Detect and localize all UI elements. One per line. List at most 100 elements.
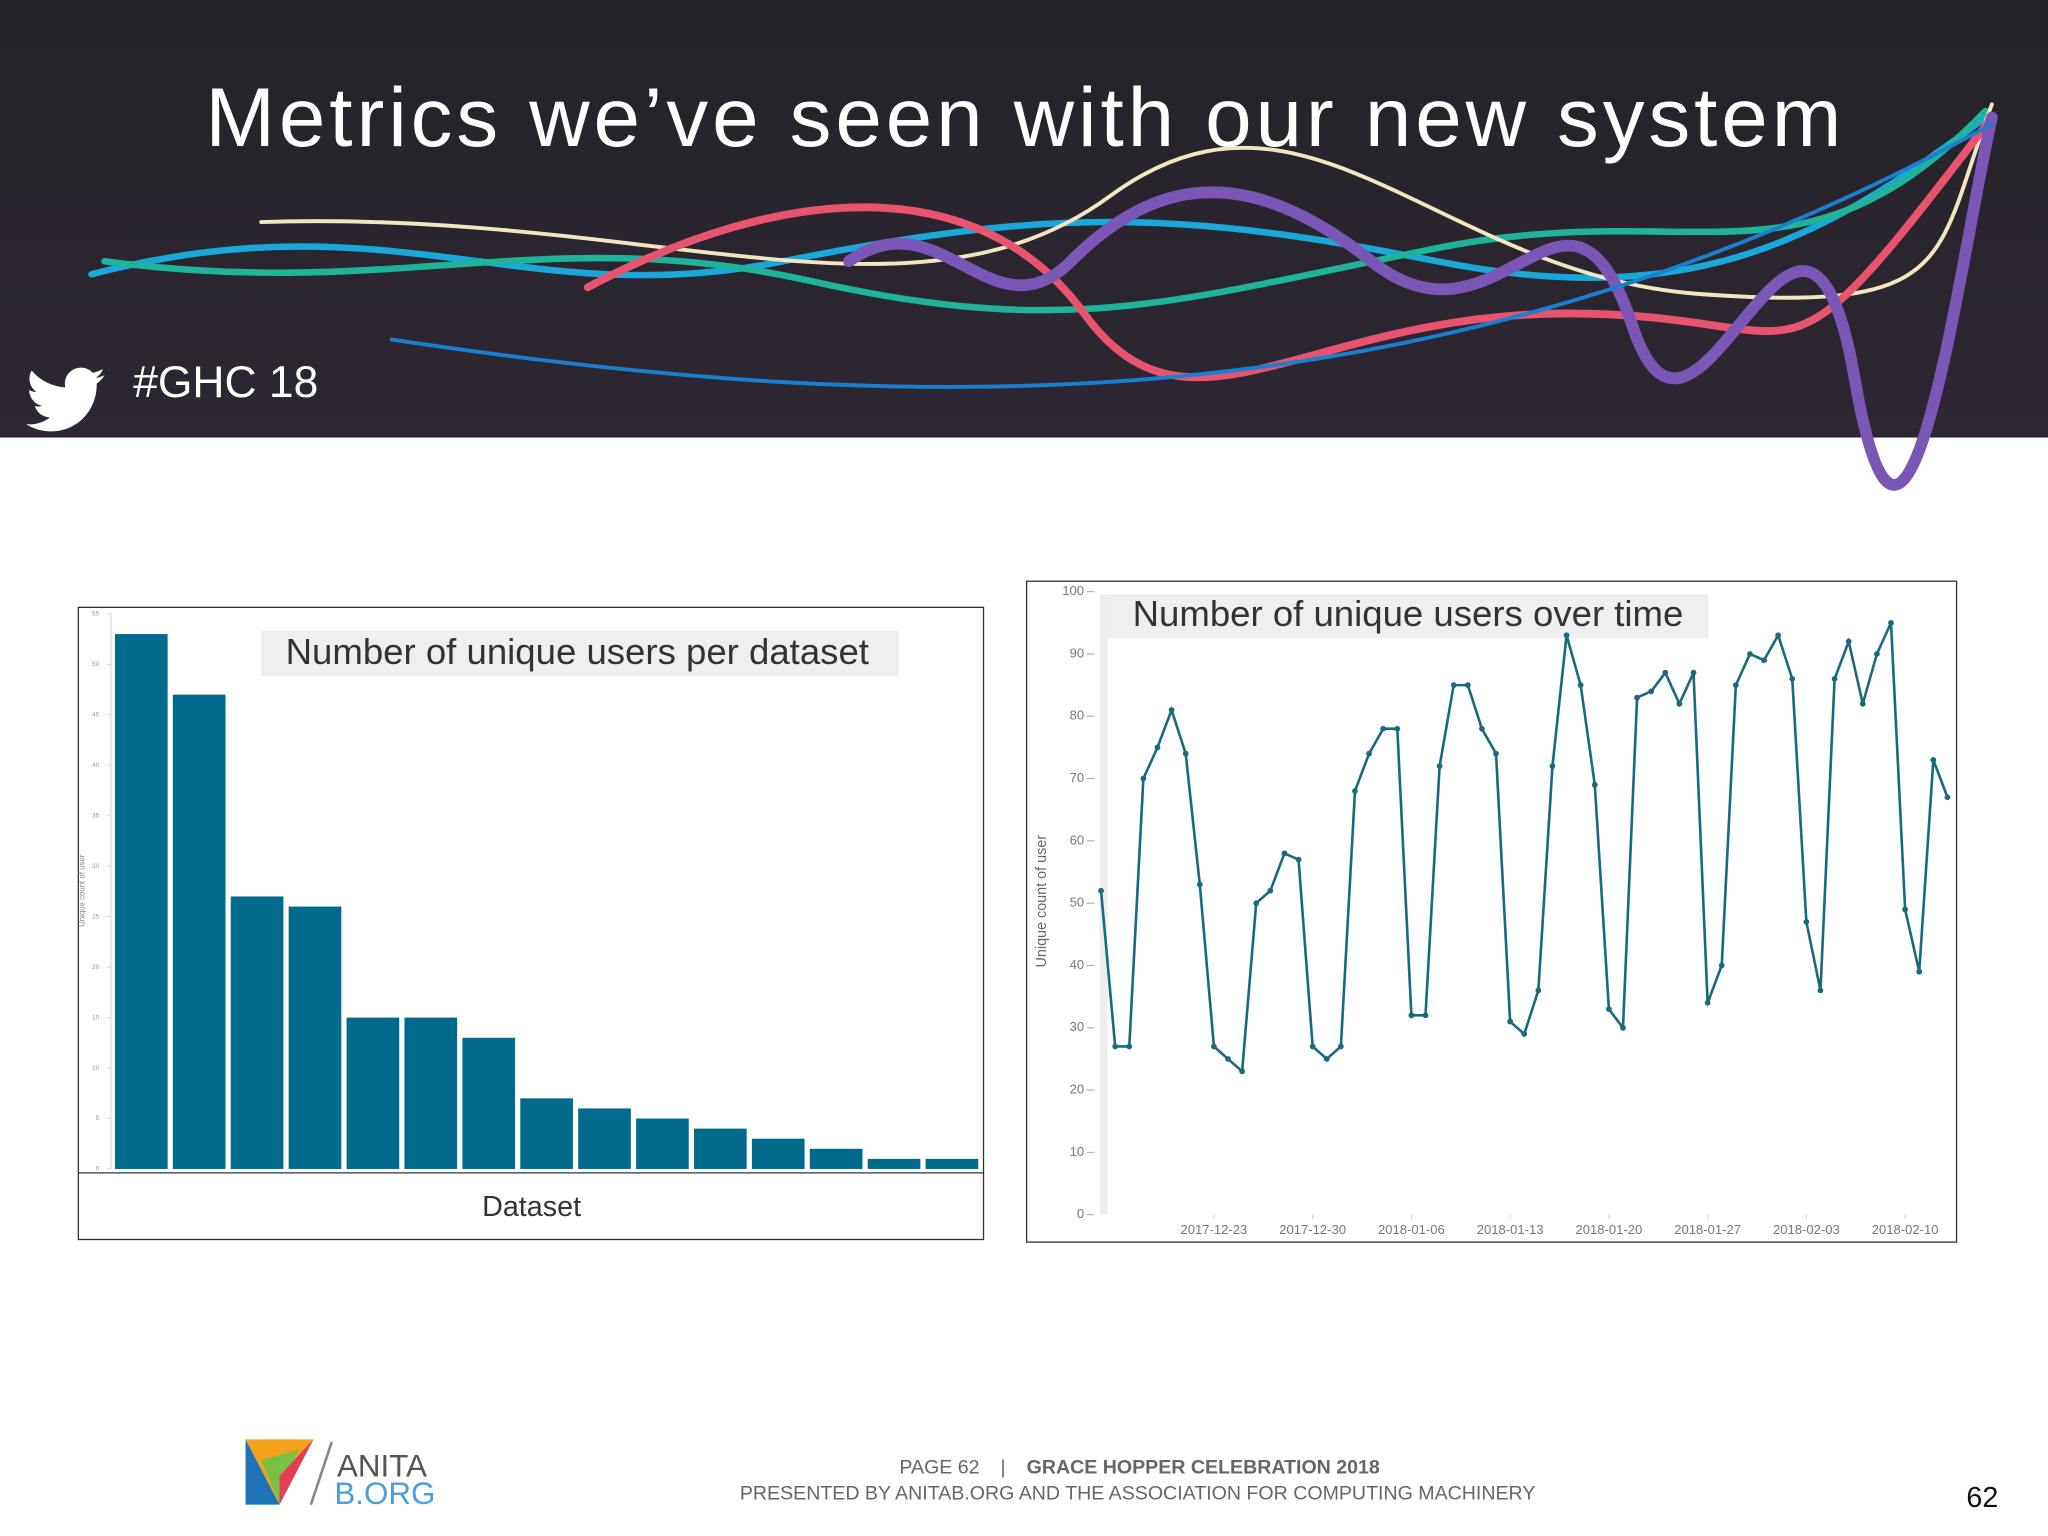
line-point [1281, 850, 1288, 857]
y-tick-label: 50 [92, 661, 100, 668]
line-point [1394, 725, 1401, 732]
bar [636, 1118, 689, 1169]
line-point [1859, 700, 1866, 707]
slide-title: Metrics we’ve seen with our new system [205, 70, 1845, 164]
hashtag: #GHC 18 [133, 358, 318, 407]
line-point [1930, 757, 1937, 763]
line-point [1154, 744, 1161, 751]
line-point [1817, 987, 1824, 994]
footer-page: PAGE 62 [899, 1456, 979, 1478]
bar [520, 1098, 573, 1169]
line-point [1295, 856, 1302, 863]
line-point [1944, 794, 1951, 801]
line-point [1464, 682, 1471, 688]
line-point [1112, 1043, 1119, 1050]
line-point [1874, 651, 1880, 657]
line-point [1775, 632, 1782, 639]
y-tick-label: 0 [96, 1166, 100, 1173]
y-tick-label: 0 [1077, 1206, 1084, 1221]
line-point [1563, 632, 1570, 639]
line-point [1182, 750, 1189, 757]
line-point [1761, 657, 1767, 664]
line-point [1422, 1012, 1429, 1019]
bar [230, 896, 284, 1169]
line-point [1225, 1056, 1231, 1062]
bar [288, 906, 342, 1169]
line-point [1577, 682, 1584, 688]
line-point [1450, 682, 1457, 688]
line-point [1690, 669, 1697, 676]
line-point [1831, 676, 1838, 682]
y-tick-label: 5 [96, 1115, 100, 1122]
header-waves [88, 102, 1998, 491]
line-point [1591, 781, 1598, 788]
bar [404, 1017, 458, 1169]
x-tick-label: 2018-01-06 [1378, 1222, 1445, 1237]
bar [172, 694, 226, 1169]
bar [693, 1128, 747, 1169]
footer-event: GRACE HOPPER CELEBRATION 2018 [1027, 1456, 1380, 1478]
bar [751, 1138, 805, 1169]
bar [346, 1017, 400, 1169]
x-tick-label: 2018-02-10 [1872, 1222, 1939, 1237]
bar [925, 1158, 979, 1169]
line-point [1916, 968, 1923, 975]
bar-title-box [261, 630, 899, 677]
x-tick-label: 2017-12-23 [1181, 1222, 1248, 1237]
y-tick-label: 55 [92, 611, 100, 618]
bar-x-label: Dataset [482, 1191, 581, 1223]
footer-separator: | [1001, 1456, 1006, 1478]
line-point [1366, 750, 1372, 757]
line-point [1549, 763, 1556, 769]
line-point [1323, 1056, 1330, 1062]
line-point [1648, 688, 1655, 695]
line-point [1521, 1031, 1528, 1037]
line-point [1803, 919, 1810, 925]
line-point [1902, 906, 1908, 913]
line-point [1662, 669, 1669, 676]
y-tick-label: 20 [92, 964, 100, 971]
y-tick-label: 20 [1070, 1082, 1085, 1097]
footer-presented: PRESENTED BY ANITAB.ORG AND THE ASSOCIAT… [740, 1482, 1536, 1504]
line-point [1126, 1043, 1133, 1050]
line-chart-title: Number of unique users over time [1133, 593, 1684, 634]
line-point [1845, 638, 1852, 645]
x-tick-label: 2018-01-27 [1674, 1222, 1741, 1237]
line-point [1493, 750, 1499, 757]
y-tick-label: 30 [1070, 1019, 1085, 1034]
anitab-logo [245, 1439, 333, 1506]
line-point [1098, 887, 1104, 894]
bar [809, 1148, 863, 1169]
line-point [1352, 788, 1358, 794]
y-tick-label: 45 [92, 712, 100, 719]
y-tick-label: 30 [92, 863, 100, 870]
bar-y-label: Unique count of user [77, 854, 86, 927]
x-tick-label: 2017-12-30 [1279, 1222, 1346, 1237]
y-tick-label: 10 [92, 1065, 100, 1072]
line-point [1168, 707, 1175, 713]
line-point [1436, 763, 1443, 769]
y-tick-label: 70 [1070, 770, 1085, 785]
line-point [1718, 962, 1725, 969]
line-point [1408, 1012, 1415, 1019]
twitter-bird [26, 367, 105, 432]
x-tick-label: 2018-01-13 [1477, 1222, 1544, 1237]
line-point [1309, 1043, 1316, 1050]
line-point [1507, 1018, 1514, 1025]
line-title-box [1107, 594, 1709, 639]
line-point [1196, 881, 1203, 888]
y-tick-label: 40 [1070, 957, 1085, 972]
y-tick-label: 40 [92, 762, 100, 769]
line-point [1479, 725, 1485, 732]
line-point [1239, 1068, 1245, 1075]
slide-number: 62 [1966, 1482, 1998, 1514]
line-point [1535, 987, 1542, 994]
line-axis-band [1099, 594, 1108, 1215]
line-point [1253, 900, 1260, 907]
bar [114, 634, 168, 1169]
line-point [1789, 676, 1796, 682]
line-point [1606, 1006, 1612, 1012]
line-point [1140, 775, 1147, 782]
y-tick-label: 50 [1070, 895, 1085, 910]
y-tick-label: 60 [1070, 832, 1085, 847]
